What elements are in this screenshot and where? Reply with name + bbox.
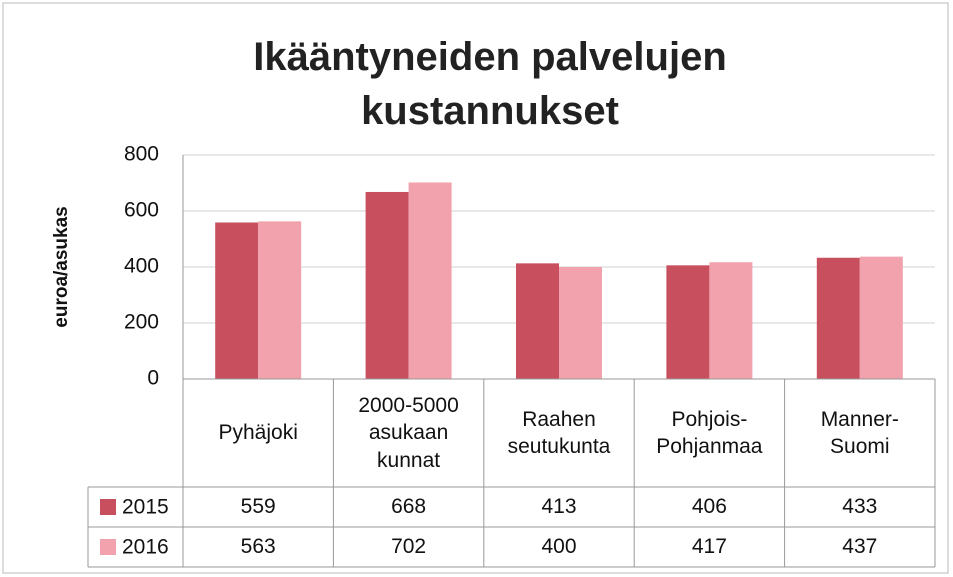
bar xyxy=(559,267,602,379)
x-tick-label: Pohjois- Pohjanmaa xyxy=(656,407,763,458)
table-value: 702 xyxy=(391,535,427,559)
table-value: 417 xyxy=(691,535,727,559)
x-tick-label: 2000-5000 asukaan kunnat xyxy=(358,394,459,472)
legend-label: 2016 xyxy=(122,536,169,559)
table-value: 437 xyxy=(842,535,878,559)
x-tick-label: Raahen seutukunta xyxy=(507,407,611,458)
table-value: 406 xyxy=(691,495,727,519)
bar xyxy=(666,265,710,379)
bar xyxy=(709,262,753,379)
x-tick-label: Pyhäjoki xyxy=(218,421,298,445)
bar xyxy=(215,222,259,379)
bar xyxy=(516,263,559,379)
table-value: 413 xyxy=(541,495,577,519)
table-value: 563 xyxy=(240,535,276,559)
legend-label: 2015 xyxy=(122,496,169,519)
bar xyxy=(408,182,452,379)
bar xyxy=(365,191,409,379)
x-tick-label: Manner- Suomi xyxy=(820,407,899,458)
table-value: 668 xyxy=(391,495,427,519)
y-tick-label: 400 xyxy=(124,255,159,278)
y-tick-label: 800 xyxy=(124,143,159,166)
table-value: 400 xyxy=(541,535,577,559)
y-tick-label: 0 xyxy=(147,367,159,390)
y-axis-label: euroa/asukas xyxy=(51,206,72,327)
bar xyxy=(258,221,302,379)
table-value: 559 xyxy=(240,495,276,519)
bar xyxy=(816,257,860,379)
legend-swatch xyxy=(100,539,116,555)
table-value: 433 xyxy=(842,495,878,519)
y-tick-label: 600 xyxy=(124,199,159,222)
bar xyxy=(859,256,903,379)
legend-swatch xyxy=(100,499,116,515)
y-tick-label: 200 xyxy=(124,311,159,334)
chart-title: Ikääntyneiden palvelujen kustannukset xyxy=(253,35,727,133)
